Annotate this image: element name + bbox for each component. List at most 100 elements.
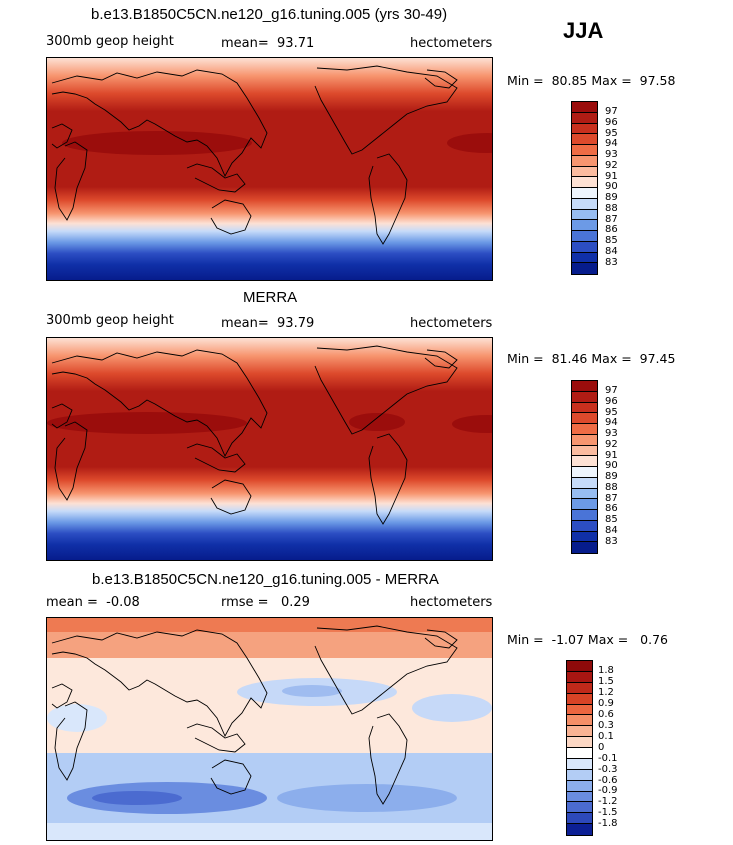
panel1-colorbar (571, 101, 598, 275)
panel1-colorbar-bin (572, 145, 597, 156)
panel1-colorbar-bin (572, 112, 597, 124)
panel3-colorbar-tick: -0.6 (598, 775, 618, 786)
panel1-colorbar-bin (572, 231, 597, 242)
panel2-colorbar-tick: 87 (605, 493, 618, 504)
panel1-colorbar-bin (572, 155, 597, 167)
panel3-colorbar-tick: 1.2 (598, 687, 614, 698)
panel3-colorbar-bin (567, 758, 592, 770)
panel2-colorbar-bin (572, 381, 597, 392)
panel1-title: b.e13.B1850C5CN.ne120_g16.tuning.005 (yr… (91, 6, 448, 23)
panel1-max-value: 97.58 (639, 73, 676, 88)
panel3-north-positive-strip (47, 618, 492, 632)
panel1-min-value: 80.85 (551, 73, 588, 88)
panel3-colorbar-bin (567, 671, 592, 683)
panel3-southern-trough-east (277, 784, 457, 812)
panel2-colorbar-bin (572, 542, 597, 553)
panel2-colorbar-bin (572, 531, 597, 543)
panel2-colorbar-tick: 92 (605, 439, 618, 450)
panel1-colorbar-bin (572, 134, 597, 145)
panel3-title: b.e13.B1850C5CN.ne120_g16.tuning.005 - M… (92, 571, 439, 588)
panel3-colorbar-bin (567, 824, 592, 835)
panel1-colorbar-tick: 89 (605, 192, 618, 203)
panel1-colorbar-tick: 94 (605, 138, 618, 149)
panel3-colorbar-tick: -1.8 (598, 818, 618, 829)
panel1-units: hectometers (410, 36, 493, 51)
panel3-negative-east (412, 694, 492, 722)
panel1-colorbar-bin (572, 209, 597, 221)
panel3-min-label: Min = (507, 632, 544, 647)
panel1-colorbar-tick: 92 (605, 160, 618, 171)
panel1-colorbar-tick: 88 (605, 203, 618, 214)
panel1-max-band-east (447, 133, 492, 153)
panel2-mean-value: 93.79 (277, 316, 315, 331)
panel3-mean-label: mean = (46, 595, 98, 610)
panel1-coastlines (51, 65, 458, 245)
panel1-mean-value: 93.71 (277, 36, 315, 51)
panel1-colorbar-bin (572, 188, 597, 199)
panel3-colorbar-tick: 0 (598, 742, 605, 753)
panel3-colorbar-tick: -0.3 (598, 764, 618, 775)
panel3-max-label: Max = (587, 632, 629, 647)
panel3-colorbar-bin (567, 813, 592, 825)
panel1-colorbar-bin (572, 123, 597, 135)
panel2-mean: mean= 93.79 (221, 316, 314, 331)
panel3-colorbar-bin (567, 748, 592, 759)
panel3-colorbar-tick: -1.2 (598, 796, 618, 807)
panel3-colorbar-bin (567, 769, 592, 781)
panel3-map (46, 617, 493, 841)
panel3-colorbar (566, 660, 593, 836)
panel1-colorbar-tick: 97 (605, 106, 618, 117)
panel1-mean: mean= 93.71 (221, 36, 314, 51)
panel3-colorbar-bin (567, 682, 592, 694)
panel3-coastlines (51, 625, 458, 805)
panel3-colorbar-tick: -0.9 (598, 785, 618, 796)
panel1-colorbar-tick: 95 (605, 128, 618, 139)
panel2-variable-label: 300mb geop height (46, 313, 174, 328)
panel3-max-value: 0.76 (640, 632, 668, 647)
panel1-colorbar-tick: 93 (605, 149, 618, 160)
panel2-colorbar-tick: 96 (605, 396, 618, 407)
panel3-min-value: -1.07 (551, 632, 584, 647)
panel1-colorbar-bin (572, 166, 597, 178)
panel1-field (47, 58, 492, 280)
panel3-colorbar-bin (567, 704, 592, 716)
panel2-colorbar-tick: 95 (605, 407, 618, 418)
panel2-colorbar-bin (572, 413, 597, 424)
panel3-colorbar-tick: 1.8 (598, 665, 614, 676)
panel3-minmax: Min = -1.07 Max = 0.76 (507, 632, 668, 647)
panel1-colorbar-bin (572, 102, 597, 113)
panel3-units: hectometers (410, 595, 493, 610)
panel2-colorbar-tick: 91 (605, 450, 618, 461)
panel1-colorbar-tick: 96 (605, 117, 618, 128)
panel3-rmse-label: rmse = (221, 595, 269, 610)
panel3-rmse-value: 0.29 (280, 595, 310, 610)
panel1-min-label: Min = (507, 73, 544, 88)
panel3-rmse: rmse = 0.29 (221, 595, 310, 610)
panel2-colorbar-bin (572, 391, 597, 403)
panel1-variable-label: 300mb geop height (46, 34, 174, 49)
panel1-colorbar-bin (572, 198, 597, 210)
panel2-colorbar-bin (572, 520, 597, 532)
panel1-colorbar-tick: 91 (605, 171, 618, 182)
panel2-min-label: Min = (507, 351, 544, 366)
panel3-colorbar-bin (567, 780, 592, 792)
panel1-colorbar-tick: 83 (605, 257, 618, 268)
panel2-colorbar-bin (572, 499, 597, 510)
panel2-field (47, 338, 492, 560)
panel2-coastlines (51, 345, 458, 525)
panel2-max-band (47, 412, 247, 434)
panel1-mean-label: mean= (221, 36, 269, 51)
panel2-colorbar-tick: 97 (605, 385, 618, 396)
panel2-colorbar-tick: 94 (605, 417, 618, 428)
panel1-max-band (62, 131, 252, 155)
panel2-title: MERRA (243, 289, 298, 306)
panel2-max-band-east (349, 413, 405, 431)
panel1-colorbar-tick: 85 (605, 235, 618, 246)
panel2-colorbar-bin (572, 402, 597, 414)
panel3-negative-west (47, 704, 107, 732)
panel2-colorbar-bin (572, 424, 597, 435)
panel3-polar-band (47, 823, 492, 840)
panel2-colorbar-bin (572, 467, 597, 478)
panel1-colorbar-bin (572, 177, 597, 188)
panel3-colorbar-bin (567, 791, 592, 803)
